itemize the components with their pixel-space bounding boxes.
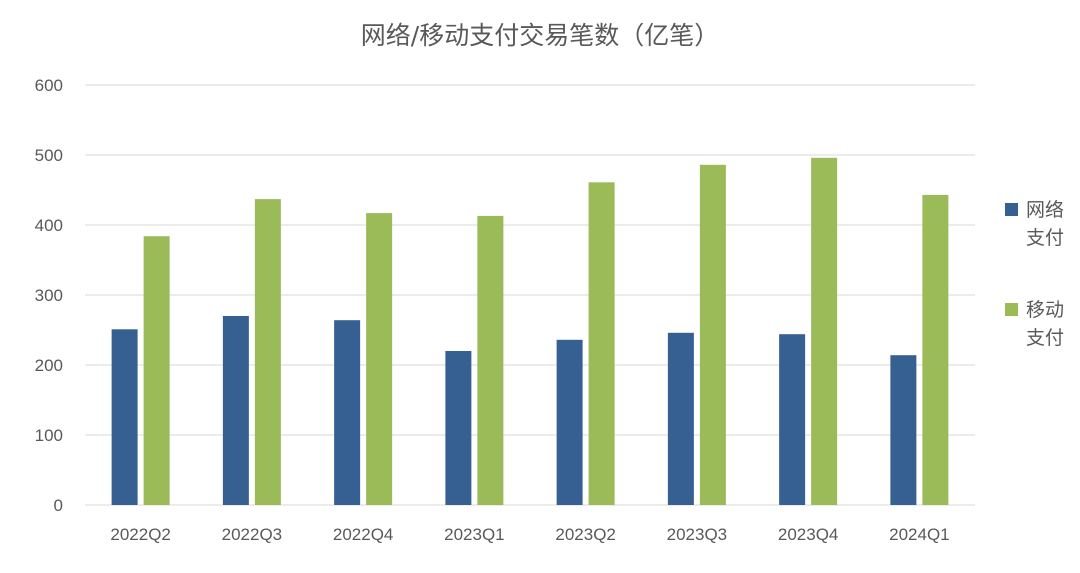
y-tick-label: 600 bbox=[35, 76, 63, 95]
bar-mobile bbox=[366, 213, 393, 505]
bar-mobile bbox=[588, 182, 615, 506]
x-tick-label: 2022Q2 bbox=[110, 525, 171, 544]
y-tick-label: 300 bbox=[35, 286, 63, 305]
x-tick-label: 2024Q1 bbox=[889, 525, 950, 544]
bar-online bbox=[445, 351, 472, 505]
y-tick-label: 500 bbox=[35, 146, 63, 165]
bar-mobile bbox=[254, 199, 281, 505]
bar-online bbox=[890, 355, 917, 505]
bar-mobile bbox=[143, 236, 170, 505]
bar-online bbox=[222, 316, 249, 505]
y-tick-label: 200 bbox=[35, 356, 63, 375]
bar-mobile bbox=[699, 164, 726, 506]
legend-item-online: 网络支付 bbox=[1005, 196, 1074, 252]
chart-title: 网络/移动支付交易笔数（亿笔） bbox=[360, 21, 720, 50]
bar-online bbox=[556, 339, 583, 505]
legend-label-online: 网络支付 bbox=[1026, 199, 1065, 249]
legend-swatch-mobile bbox=[1005, 303, 1018, 316]
legend-swatch-online bbox=[1005, 203, 1018, 216]
bar-online bbox=[667, 332, 694, 505]
bar-online bbox=[334, 320, 361, 505]
bar-online bbox=[779, 334, 806, 505]
y-tick-label: 100 bbox=[35, 426, 63, 445]
bar-online bbox=[111, 329, 138, 505]
bar-mobile bbox=[922, 194, 949, 505]
legend-label-mobile: 移动支付 bbox=[1026, 299, 1065, 349]
x-tick-label: 2023Q1 bbox=[444, 525, 505, 544]
y-tick-label: 400 bbox=[35, 216, 63, 235]
x-tick-label: 2022Q4 bbox=[333, 525, 394, 544]
x-tick-label: 2023Q3 bbox=[667, 525, 728, 544]
bar-mobile bbox=[477, 215, 504, 505]
legend-item-mobile: 移动支付 bbox=[1005, 296, 1074, 352]
x-tick-label: 2023Q2 bbox=[555, 525, 616, 544]
y-tick-label: 0 bbox=[54, 496, 63, 515]
bar-mobile bbox=[811, 157, 838, 506]
x-tick-label: 2022Q3 bbox=[222, 525, 283, 544]
x-tick-label: 2023Q4 bbox=[778, 525, 839, 544]
